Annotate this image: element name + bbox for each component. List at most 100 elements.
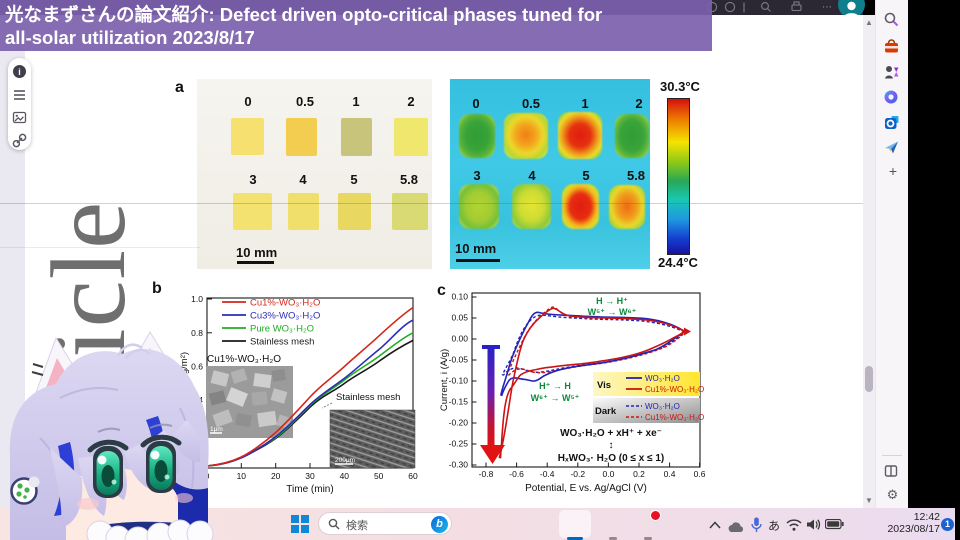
svg-text:30: 30 (305, 471, 315, 481)
updown-arrow-icon: ↕ (609, 440, 614, 451)
app-running-indicator (609, 537, 617, 540)
microphone-icon[interactable] (751, 517, 762, 533)
tray-expand-icon[interactable] (709, 521, 721, 529)
scroll-up-icon[interactable]: ▲ (865, 18, 873, 27)
sidebar-profile-tool-icon[interactable] (883, 64, 900, 81)
clock[interactable]: 12:42 2023/08/17 (870, 511, 940, 535)
sidebar-drop-icon[interactable] (883, 139, 900, 156)
sample-label: 2 (407, 94, 415, 109)
time: 12:42 (913, 511, 940, 523)
sidebar-search-icon[interactable] (883, 11, 900, 28)
battery-icon[interactable] (825, 519, 844, 530)
thermal-square (558, 112, 602, 159)
thermal-label: 2 (635, 96, 643, 111)
svg-text:0.8: 0.8 (191, 328, 203, 338)
thermal-square (609, 185, 645, 229)
panel-a-letter: a (175, 79, 184, 96)
print-icon[interactable] (791, 1, 802, 12)
scrollbar-thumb[interactable] (865, 366, 873, 392)
scale-bar-label: 10 mm (236, 245, 278, 260)
svg-text:-0.4: -0.4 (540, 469, 555, 479)
rotate-right-icon[interactable] (724, 1, 736, 13)
svg-text:0.4: 0.4 (664, 469, 676, 479)
sample-photo: 0 0.5 1 2 3 4 5 5.8 10 mm (197, 79, 432, 269)
sample-label: 4 (299, 172, 307, 187)
sample-square (392, 193, 428, 230)
svg-text:1μm: 1μm (210, 426, 223, 433)
sample-label: 5 (350, 172, 358, 187)
svg-text:60: 60 (408, 471, 418, 481)
image-icon[interactable] (12, 110, 27, 125)
list-icon[interactable] (12, 87, 27, 102)
svg-text:-0.10: -0.10 (449, 376, 469, 386)
taskbar-search-input[interactable]: 検索 b (318, 512, 452, 535)
reduction-annotation: H⁺ → H (539, 381, 571, 391)
evaporation-chart: 0 10 20 30 40 50 60 0.2 0.4 0.6 0.8 1.0 … (179, 294, 418, 495)
svg-text:WO₃·H₂O + xH⁺ + xe⁻: WO₃·H₂O + xH⁺ + xe⁻ (560, 428, 662, 439)
svg-text:0.10: 0.10 (451, 292, 468, 302)
search-icon (328, 518, 340, 530)
sample-square (394, 118, 428, 156)
notification-badge[interactable]: 1 (941, 518, 954, 531)
account-button[interactable] (838, 0, 865, 18)
svg-text:W⁵⁺ → W⁶⁺: W⁵⁺ → W⁶⁺ (588, 307, 637, 317)
legend-entry: Cu3%-WO₃·H₂O (250, 311, 320, 322)
vtuber-avatar (9, 331, 214, 540)
sidebar-copilot-icon[interactable] (883, 89, 900, 106)
sidebar-reading-icon[interactable] (883, 463, 900, 480)
stream-title-overlay: 光なまずさんの論文紹介: Defect driven opto-critical… (0, 0, 712, 51)
sem-inset-cu1: 1μm (206, 366, 293, 438)
thermal-square (504, 113, 548, 159)
onedrive-icon[interactable] (726, 519, 744, 532)
start-button[interactable] (291, 515, 309, 533)
evaporation-curves (206, 306, 414, 467)
sidebar-add-icon[interactable]: + (888, 163, 898, 179)
more-icon[interactable]: ⋯ (822, 2, 832, 13)
sidebar-settings-icon[interactable]: ⚙ (886, 487, 899, 502)
colorbar-min: 24.4°C (658, 255, 698, 270)
sidebar-shopping-icon[interactable] (883, 38, 900, 55)
cv-chart: -0.8 -0.6 -0.4 -0.2 0.0 0.2 0.4 0.6 0.10… (439, 292, 706, 495)
scroll-down-icon[interactable]: ▼ (865, 496, 873, 505)
app-running-indicator (644, 537, 652, 540)
svg-text:20: 20 (271, 471, 281, 481)
x-axis-label: Potential, E vs. Ag/AgCl (V) (525, 483, 647, 494)
colorbar-max: 30.3°C (660, 79, 700, 94)
svg-text:Cu1%-WO₃·H₂O: Cu1%-WO₃·H₂O (645, 385, 704, 394)
thermal-label: 3 (473, 168, 481, 183)
info-icon[interactable]: i (12, 64, 27, 79)
sidebar-outlook-icon[interactable] (883, 114, 900, 131)
wifi-icon[interactable] (786, 518, 802, 531)
search-placeholder: 検索 (346, 520, 368, 532)
svg-text:HₓWO₃· H₂O (0 ≤ x ≤ 1): HₓWO₃· H₂O (0 ≤ x ≤ 1) (558, 453, 665, 464)
sem-inset-mesh: 200μm (329, 409, 416, 469)
svg-text:10: 10 (237, 471, 247, 481)
edge-sidebar: + ⚙ (875, 0, 908, 508)
scale-bar (237, 261, 274, 264)
cv-curves (498, 306, 691, 459)
panel-c-letter: c (437, 282, 446, 299)
sample-square (341, 118, 372, 156)
scrollbar[interactable] (863, 15, 875, 508)
svg-text:0.00: 0.00 (451, 334, 468, 344)
thermal-square (512, 184, 551, 229)
bing-icon: b (431, 515, 448, 533)
search-document-icon[interactable] (761, 2, 771, 12)
svg-text:Dark: Dark (595, 406, 617, 417)
svg-text:0.6: 0.6 (694, 469, 706, 479)
svg-text:200μm: 200μm (335, 457, 355, 464)
sample-label: 1 (352, 94, 360, 109)
link-icon[interactable] (12, 133, 27, 148)
thermal-scale-label: 10 mm (455, 241, 497, 256)
svg-text:-0.8: -0.8 (479, 469, 494, 479)
volume-icon[interactable] (806, 518, 821, 531)
ahoge (116, 343, 151, 359)
sample-square (233, 193, 272, 230)
title-line1: 光なまずさんの論文紹介: Defect driven opto-critical… (5, 4, 603, 25)
thermal-label: 1 (581, 96, 589, 111)
svg-text:1.0: 1.0 (191, 294, 203, 304)
date: 2023/08/17 (887, 523, 940, 535)
ime-indicator[interactable]: あ (767, 519, 780, 533)
thermal-square (459, 184, 499, 229)
